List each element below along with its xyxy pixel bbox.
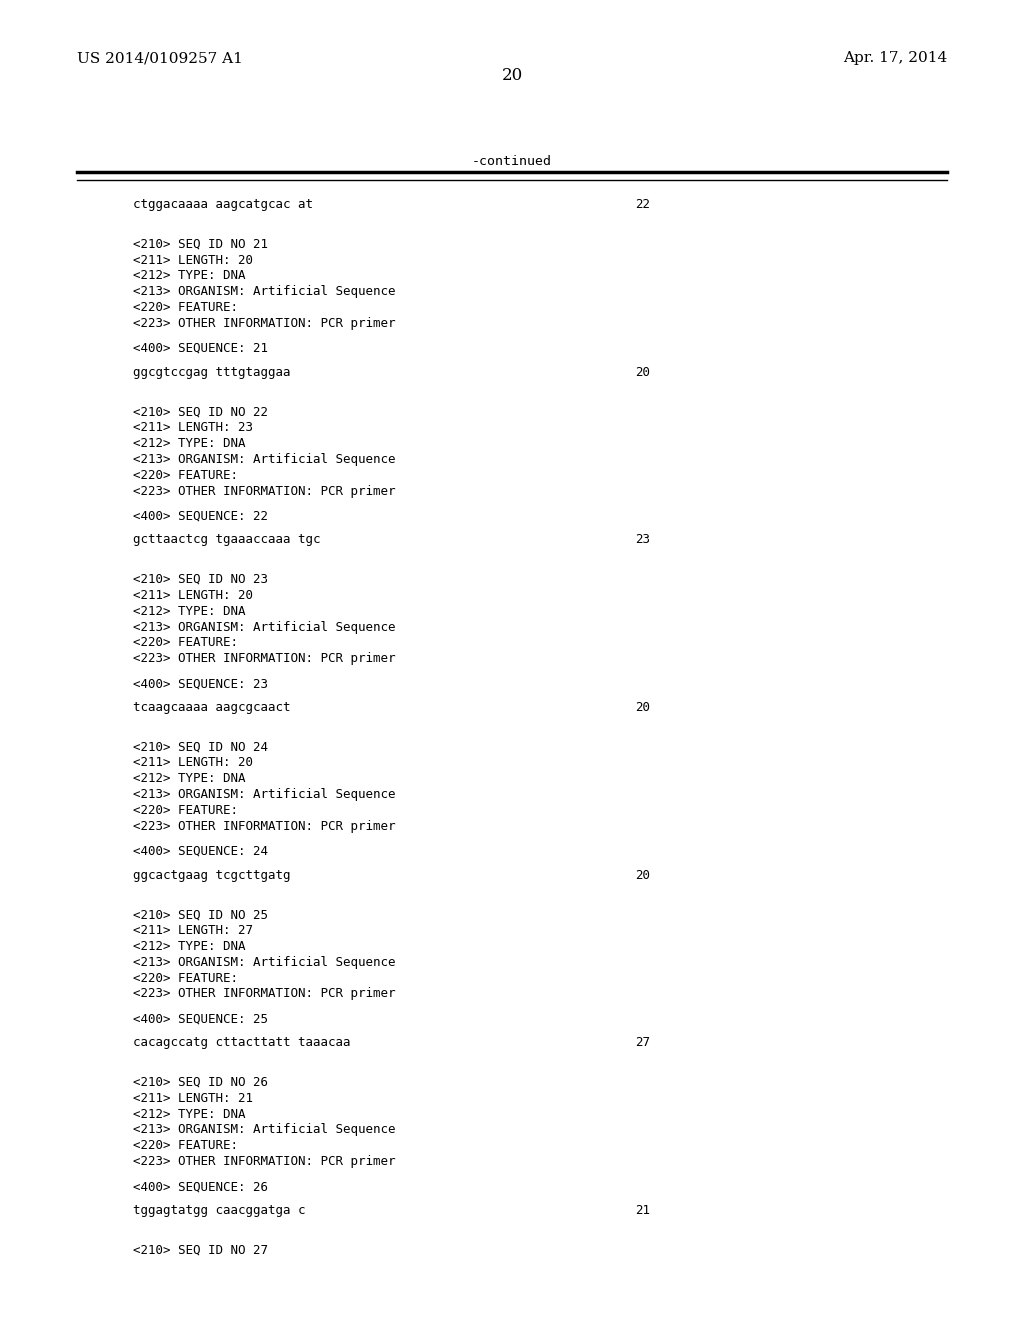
Text: tggagtatgg caacggatga c: tggagtatgg caacggatga c — [133, 1204, 305, 1217]
Text: <223> OTHER INFORMATION: PCR primer: <223> OTHER INFORMATION: PCR primer — [133, 987, 395, 1001]
Text: <213> ORGANISM: Artificial Sequence: <213> ORGANISM: Artificial Sequence — [133, 1123, 395, 1137]
Text: 27: 27 — [635, 1036, 650, 1049]
Text: <400> SEQUENCE: 23: <400> SEQUENCE: 23 — [133, 677, 268, 690]
Text: <210> SEQ ID NO 21: <210> SEQ ID NO 21 — [133, 238, 268, 251]
Text: -continued: -continued — [472, 154, 552, 168]
Text: ctggacaaaa aagcatgcac at: ctggacaaaa aagcatgcac at — [133, 198, 313, 211]
Text: <213> ORGANISM: Artificial Sequence: <213> ORGANISM: Artificial Sequence — [133, 956, 395, 969]
Text: <212> TYPE: DNA: <212> TYPE: DNA — [133, 772, 246, 785]
Text: <210> SEQ ID NO 24: <210> SEQ ID NO 24 — [133, 741, 268, 754]
Text: <400> SEQUENCE: 21: <400> SEQUENCE: 21 — [133, 342, 268, 355]
Text: <213> ORGANISM: Artificial Sequence: <213> ORGANISM: Artificial Sequence — [133, 453, 395, 466]
Text: <210> SEQ ID NO 22: <210> SEQ ID NO 22 — [133, 405, 268, 418]
Text: ggcgtccgag tttgtaggaa: ggcgtccgag tttgtaggaa — [133, 366, 291, 379]
Text: <213> ORGANISM: Artificial Sequence: <213> ORGANISM: Artificial Sequence — [133, 788, 395, 801]
Text: <223> OTHER INFORMATION: PCR primer: <223> OTHER INFORMATION: PCR primer — [133, 1155, 395, 1168]
Text: <210> SEQ ID NO 25: <210> SEQ ID NO 25 — [133, 908, 268, 921]
Text: <213> ORGANISM: Artificial Sequence: <213> ORGANISM: Artificial Sequence — [133, 620, 395, 634]
Text: <212> TYPE: DNA: <212> TYPE: DNA — [133, 605, 246, 618]
Text: <223> OTHER INFORMATION: PCR primer: <223> OTHER INFORMATION: PCR primer — [133, 820, 395, 833]
Text: <223> OTHER INFORMATION: PCR primer: <223> OTHER INFORMATION: PCR primer — [133, 317, 395, 330]
Text: 20: 20 — [635, 366, 650, 379]
Text: <211> LENGTH: 27: <211> LENGTH: 27 — [133, 924, 253, 937]
Text: <211> LENGTH: 21: <211> LENGTH: 21 — [133, 1092, 253, 1105]
Text: <210> SEQ ID NO 23: <210> SEQ ID NO 23 — [133, 573, 268, 586]
Text: <212> TYPE: DNA: <212> TYPE: DNA — [133, 269, 246, 282]
Text: ggcactgaag tcgcttgatg: ggcactgaag tcgcttgatg — [133, 869, 291, 882]
Text: <400> SEQUENCE: 26: <400> SEQUENCE: 26 — [133, 1180, 268, 1193]
Text: <400> SEQUENCE: 25: <400> SEQUENCE: 25 — [133, 1012, 268, 1026]
Text: 20: 20 — [635, 869, 650, 882]
Text: <211> LENGTH: 20: <211> LENGTH: 20 — [133, 253, 253, 267]
Text: 20: 20 — [502, 67, 522, 83]
Text: <400> SEQUENCE: 24: <400> SEQUENCE: 24 — [133, 845, 268, 858]
Text: <211> LENGTH: 23: <211> LENGTH: 23 — [133, 421, 253, 434]
Text: <220> FEATURE:: <220> FEATURE: — [133, 301, 239, 314]
Text: <211> LENGTH: 20: <211> LENGTH: 20 — [133, 589, 253, 602]
Text: <210> SEQ ID NO 26: <210> SEQ ID NO 26 — [133, 1076, 268, 1089]
Text: <220> FEATURE:: <220> FEATURE: — [133, 469, 239, 482]
Text: <212> TYPE: DNA: <212> TYPE: DNA — [133, 437, 246, 450]
Text: gcttaactcg tgaaaccaaa tgc: gcttaactcg tgaaaccaaa tgc — [133, 533, 321, 546]
Text: cacagccatg cttacttatt taaacaa: cacagccatg cttacttatt taaacaa — [133, 1036, 350, 1049]
Text: <211> LENGTH: 20: <211> LENGTH: 20 — [133, 756, 253, 770]
Text: <213> ORGANISM: Artificial Sequence: <213> ORGANISM: Artificial Sequence — [133, 285, 395, 298]
Text: <220> FEATURE:: <220> FEATURE: — [133, 804, 239, 817]
Text: Apr. 17, 2014: Apr. 17, 2014 — [843, 51, 947, 65]
Text: <400> SEQUENCE: 22: <400> SEQUENCE: 22 — [133, 510, 268, 523]
Text: <210> SEQ ID NO 27: <210> SEQ ID NO 27 — [133, 1243, 268, 1257]
Text: <220> FEATURE:: <220> FEATURE: — [133, 1139, 239, 1152]
Text: <223> OTHER INFORMATION: PCR primer: <223> OTHER INFORMATION: PCR primer — [133, 652, 395, 665]
Text: <212> TYPE: DNA: <212> TYPE: DNA — [133, 1107, 246, 1121]
Text: 23: 23 — [635, 533, 650, 546]
Text: <220> FEATURE:: <220> FEATURE: — [133, 972, 239, 985]
Text: <220> FEATURE:: <220> FEATURE: — [133, 636, 239, 649]
Text: 20: 20 — [635, 701, 650, 714]
Text: US 2014/0109257 A1: US 2014/0109257 A1 — [77, 51, 243, 65]
Text: <223> OTHER INFORMATION: PCR primer: <223> OTHER INFORMATION: PCR primer — [133, 484, 395, 498]
Text: 21: 21 — [635, 1204, 650, 1217]
Text: <212> TYPE: DNA: <212> TYPE: DNA — [133, 940, 246, 953]
Text: tcaagcaaaa aagcgcaact: tcaagcaaaa aagcgcaact — [133, 701, 291, 714]
Text: 22: 22 — [635, 198, 650, 211]
